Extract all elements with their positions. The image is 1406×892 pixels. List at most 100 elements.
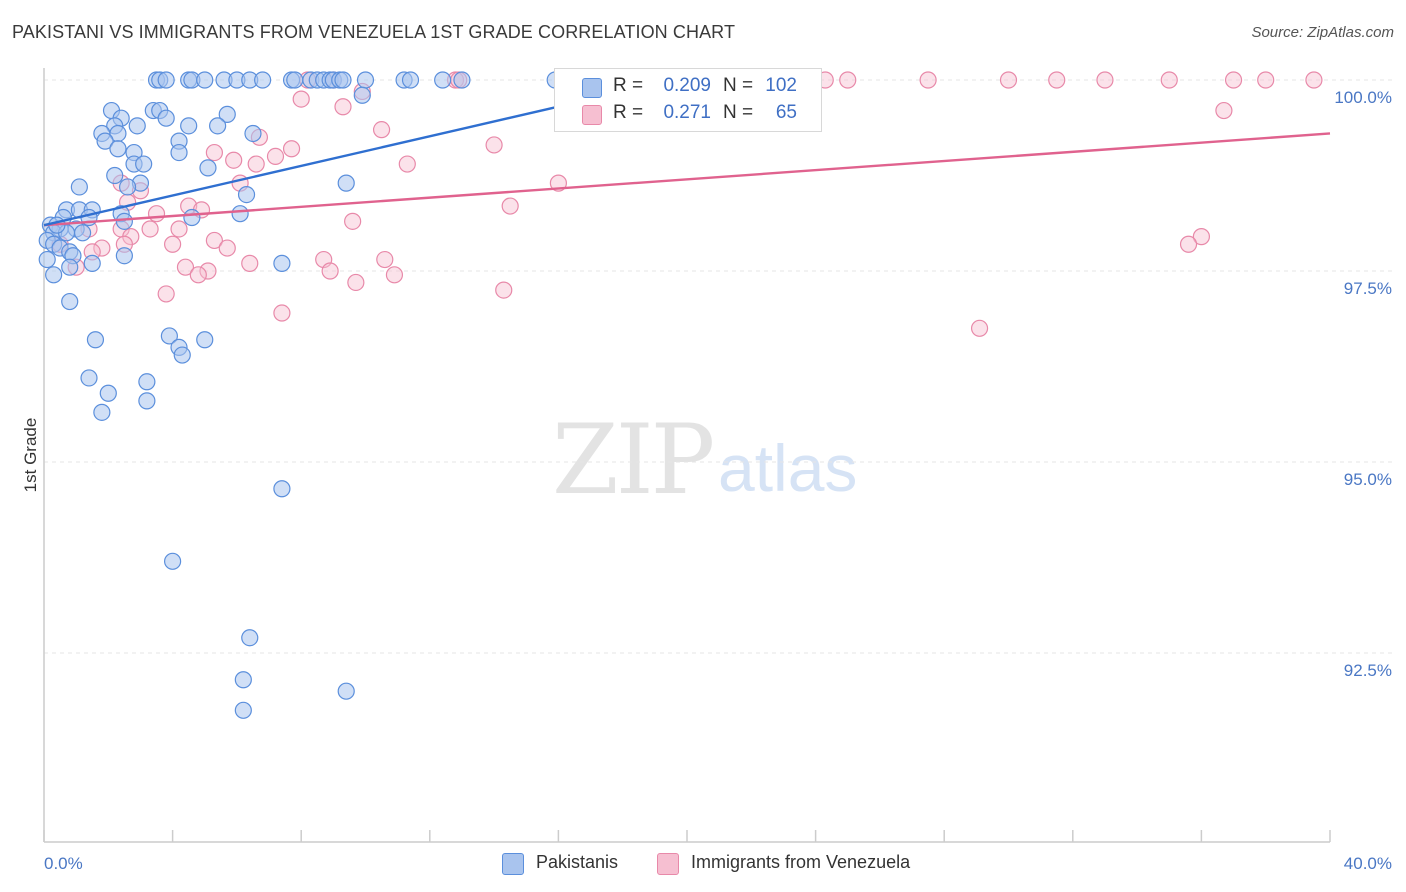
pakistani-point [241,629,259,647]
pakistani-point [128,117,146,135]
pakistani-point [70,178,88,196]
venezuela-point [141,220,159,238]
pakistani-point [138,392,156,410]
pakistani-point [135,155,153,173]
venezuela-point [1179,235,1198,253]
pakistani-point [61,258,79,276]
pakistani-point [73,224,92,242]
venezuela-point [1048,71,1066,89]
venezuela-point [376,250,394,269]
venezuela-point [157,285,175,303]
venezuela-point [385,266,404,284]
pakistani-point [157,71,175,89]
pakistani-point [273,254,291,272]
legend-swatch-pink [582,105,602,125]
x-tick-label-start: 0.0% [44,854,83,873]
pakistani-point [99,384,117,402]
venezuela-point [225,151,243,169]
pakistani-point [273,480,291,498]
venezuela-point [1192,228,1211,246]
pakistani-points [38,71,564,719]
pakistani-point [118,178,137,196]
pakistani-point [356,71,375,89]
venezuela-point [218,239,236,257]
x-tick-label-end: 40.0% [1344,854,1392,873]
pakistani-point [115,212,133,230]
pakistani-point [86,331,105,349]
chart-title: PAKISTANI VS IMMIGRANTS FROM VENEZUELA 1… [12,22,736,42]
venezuela-point [199,262,217,280]
venezuela-point [495,281,513,299]
pakistani-point [334,71,352,89]
legend-n-value: 65 [775,102,797,123]
venezuela-point [999,71,1018,89]
venezuela-point [334,98,352,116]
venezuela-point [344,212,362,230]
legend-r-value: 0.209 [663,75,711,96]
pakistani-point [180,117,198,135]
pakistani-point [453,71,471,89]
pakistani-point [83,254,101,272]
y-tick-label: 92.5% [1344,661,1392,680]
venezuela-point [266,147,285,165]
venezuela-point [970,319,989,337]
source-label: Source: ZipAtlas.com [1251,24,1394,41]
pakistani-point [196,331,214,349]
pakistanis-swatch [502,853,524,875]
pakistani-point [434,71,452,89]
y-tick-label: 100.0% [1334,88,1392,107]
pakistani-point [45,266,63,284]
venezuela-point [347,273,365,292]
pakistani-point [38,250,56,269]
venezuela-point [1160,71,1178,89]
pakistani-point [244,124,262,143]
pakistani-point [286,71,304,89]
pakistani-point [170,143,188,162]
venezuela-point [292,90,310,108]
watermark-atlas: atlas [718,431,858,505]
legend-r-label: R = [613,75,644,96]
axis-layer [43,68,1331,843]
venezuela-point [205,231,223,250]
pakistanis-label: Pakistanis [536,852,619,872]
venezuela-point [485,136,503,154]
venezuela-point [321,262,339,280]
venezuela-point [147,205,166,223]
grid-layer [44,79,1392,654]
legend-r-label: R = [613,102,644,123]
legend-swatch-blue [582,78,602,98]
venezuela-point [205,143,223,162]
pakistani-point [138,373,156,391]
pakistani-point [353,86,371,104]
venezuela-point [372,121,391,139]
venezuela-point [1224,71,1243,89]
venezuela-label: Immigrants from Venezuela [691,852,911,872]
pakistani-point [337,174,355,192]
y-axis-title: 1st Grade [21,418,40,493]
pakistani-point [96,132,114,150]
venezuela-point [1215,101,1233,120]
venezuela-point [247,155,265,173]
venezuela-point [241,254,259,272]
venezuela-trend-line [43,132,1331,227]
pakistani-point [160,327,178,345]
pakistani-point [93,403,111,421]
legend-row-venezuela: R = 0.271 N = 65 [555,102,821,126]
pakistani-point [80,369,98,387]
venezuela-swatch [657,853,679,875]
pakistani-point [183,208,201,227]
pakistani-point [231,205,249,223]
venezuela-point [1257,71,1275,89]
pakistani-point [157,109,175,127]
venezuela-point [189,266,207,284]
pakistani-point [109,140,127,158]
pakistani-point [115,247,133,265]
venezuela-point [273,304,291,322]
venezuela-point [919,71,937,89]
legend-n-value: 102 [765,75,797,96]
pakistani-point [196,71,214,89]
pakistani-point [199,159,217,177]
pakistani-point [106,166,124,185]
y-tick-label: 97.5% [1344,279,1392,298]
